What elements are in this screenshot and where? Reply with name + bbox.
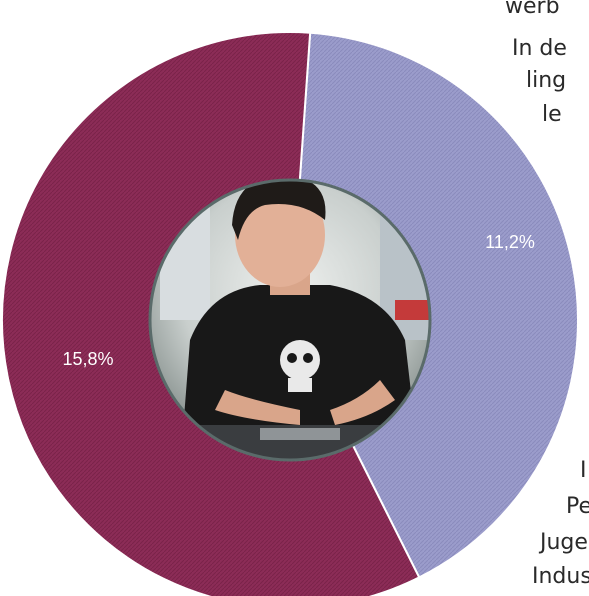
text-fragment: ling <box>526 68 567 93</box>
slice-label-11-2: 11,2% <box>485 232 535 252</box>
text-fragment: Juge <box>540 530 588 555</box>
text-fragment: I <box>580 458 587 483</box>
text-fragment: Pe <box>566 494 589 519</box>
text-fragment: In de <box>512 36 567 61</box>
text-fragment: Indus <box>532 564 589 589</box>
slice-label-15-8: 15,8% <box>62 349 113 369</box>
text-fragment: le <box>542 102 562 127</box>
text-fragment: werb <box>505 0 560 19</box>
photo-ring <box>148 178 432 462</box>
